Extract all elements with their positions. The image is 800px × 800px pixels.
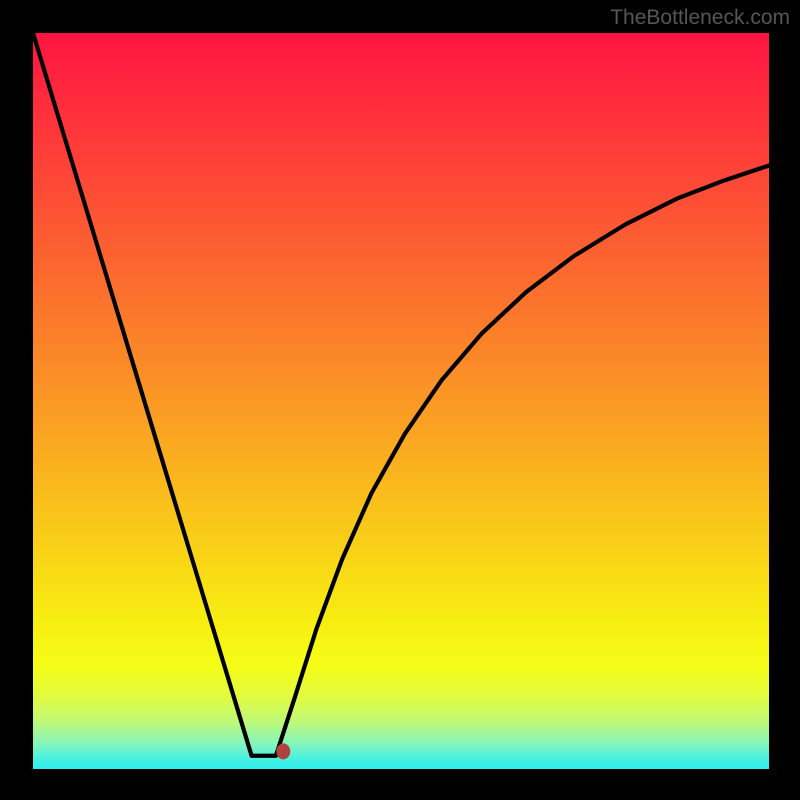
- plot-area: [33, 33, 769, 769]
- bottleneck-curve-layer: [33, 33, 769, 769]
- figure-container: TheBottleneck.com: [0, 0, 800, 800]
- minimum-marker: [276, 743, 290, 759]
- bottleneck-curve: [33, 33, 769, 756]
- attribution-text: TheBottleneck.com: [610, 6, 790, 30]
